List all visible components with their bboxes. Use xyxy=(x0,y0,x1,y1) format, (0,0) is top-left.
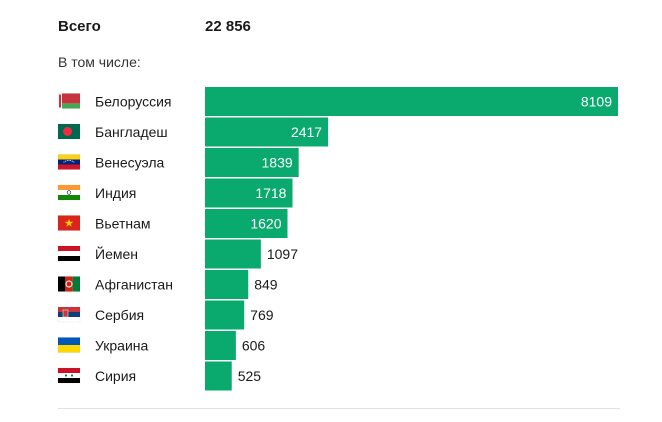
data-label: 769 xyxy=(250,307,274,323)
data-label: 1839 xyxy=(262,155,293,171)
category-label: Вьетнам xyxy=(95,216,151,232)
subtitle: В том числе: xyxy=(58,54,141,70)
data-label: 1620 xyxy=(250,216,281,232)
bar xyxy=(205,361,232,391)
category-label: Украина xyxy=(95,338,149,354)
syria-flag-icon xyxy=(57,367,81,384)
category-label: Белоруссия xyxy=(95,94,172,110)
category-label: Сирия xyxy=(95,368,136,384)
category-label: Йемен xyxy=(95,245,138,262)
data-label: 2417 xyxy=(291,124,322,140)
bar xyxy=(205,148,299,177)
yemen-flag-icon xyxy=(57,245,81,262)
divider xyxy=(58,408,620,409)
bar xyxy=(205,300,245,330)
bar xyxy=(205,331,236,360)
data-label: 525 xyxy=(238,368,262,384)
bar xyxy=(205,87,618,116)
serbia-flag-icon xyxy=(57,306,81,323)
data-label: 1097 xyxy=(267,246,298,262)
bar xyxy=(205,178,293,208)
data-label: 849 xyxy=(254,277,278,293)
afghanistan-flag-icon xyxy=(57,276,81,292)
category-label: Бангладеш xyxy=(95,124,168,140)
category-label: Венесуэла xyxy=(95,155,164,171)
bangladesh-flag-icon xyxy=(57,123,81,140)
total-value: 22 856 xyxy=(205,18,251,35)
category-label: Сербия xyxy=(95,307,144,323)
bar xyxy=(205,270,249,299)
bar xyxy=(205,117,329,147)
category-label: Индия xyxy=(95,185,136,201)
total-label: Всего xyxy=(58,18,101,35)
india-flag-icon xyxy=(57,184,81,201)
data-label: 1718 xyxy=(255,185,286,201)
belarus-flag-icon xyxy=(57,93,81,109)
bar xyxy=(205,239,261,269)
data-label: 8109 xyxy=(581,94,612,110)
category-label: Афганистан xyxy=(95,277,173,293)
venezuela-flag-icon xyxy=(57,154,81,170)
vietnam-flag-icon xyxy=(57,215,81,231)
bar xyxy=(205,209,288,238)
data-label: 606 xyxy=(242,338,266,354)
ukraine-flag-icon xyxy=(57,337,81,353)
